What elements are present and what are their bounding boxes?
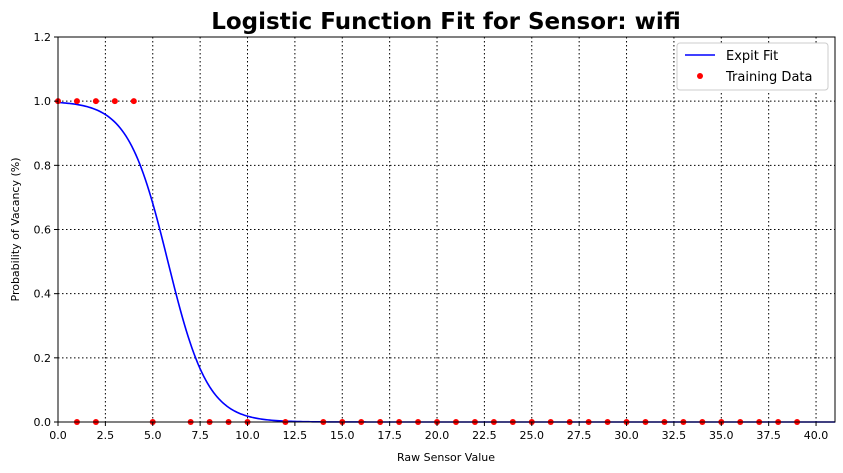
y-tick-label: 0.4 xyxy=(34,288,52,301)
x-tick-label: 30.0 xyxy=(614,429,639,442)
grid xyxy=(58,37,835,422)
training-data-point xyxy=(130,98,137,105)
x-tick-label: 27.5 xyxy=(567,429,592,442)
x-tick-label: 22.5 xyxy=(472,429,497,442)
training-data-point xyxy=(92,98,99,105)
x-axis-label: Raw Sensor Value xyxy=(397,451,495,464)
plot-area xyxy=(55,98,835,425)
x-axis: 0.0 2.5 5.0 7.5 10.0 12.5 15.0 17.5 20.0 22.5 25.0… xyxy=(49,422,828,442)
expit-fit-line xyxy=(57,101,835,423)
x-tick-label: 35.0 xyxy=(709,429,734,442)
x-tick-label: 15.0 xyxy=(330,429,355,442)
training-data-point xyxy=(73,98,80,105)
x-tick-label: 17.5 xyxy=(377,429,402,442)
x-tick-label: 37.5 xyxy=(756,429,781,442)
y-axis-label: Probability of Vacancy (%) xyxy=(9,157,22,301)
x-tick-label: 25.0 xyxy=(520,429,545,442)
x-tick-label: 2.5 xyxy=(97,429,115,442)
legend-swatch-training-data xyxy=(697,73,703,79)
chart-title: Logistic Function Fit for Sensor: wifi xyxy=(211,9,681,35)
x-tick-label: 12.5 xyxy=(283,429,308,442)
x-tick-label: 7.5 xyxy=(191,429,209,442)
training-data-point xyxy=(111,98,118,105)
y-axis: 0.0 0.2 0.4 0.6 0.8 1.0 1.2 xyxy=(34,31,58,429)
x-tick-label: 32.5 xyxy=(662,429,687,442)
y-tick-label: 0.0 xyxy=(34,416,52,429)
legend: Expit Fit Training Data xyxy=(676,42,829,91)
y-tick-label: 0.8 xyxy=(34,159,52,172)
x-tick-label: 20.0 xyxy=(425,429,450,442)
x-tick-label: 40.0 xyxy=(804,429,829,442)
y-tick-label: 0.2 xyxy=(34,352,52,365)
x-tick-label: 10.0 xyxy=(235,429,260,442)
y-tick-label: 1.2 xyxy=(34,31,52,44)
y-tick-label: 0.6 xyxy=(34,224,52,237)
y-tick-label: 1.0 xyxy=(34,95,52,108)
legend-label-expit-fit: Expit Fit xyxy=(726,49,778,64)
x-tick-label: 0.0 xyxy=(49,429,67,442)
legend-label-training-data: Training Data xyxy=(725,70,812,85)
x-tick-label: 5.0 xyxy=(144,429,162,442)
